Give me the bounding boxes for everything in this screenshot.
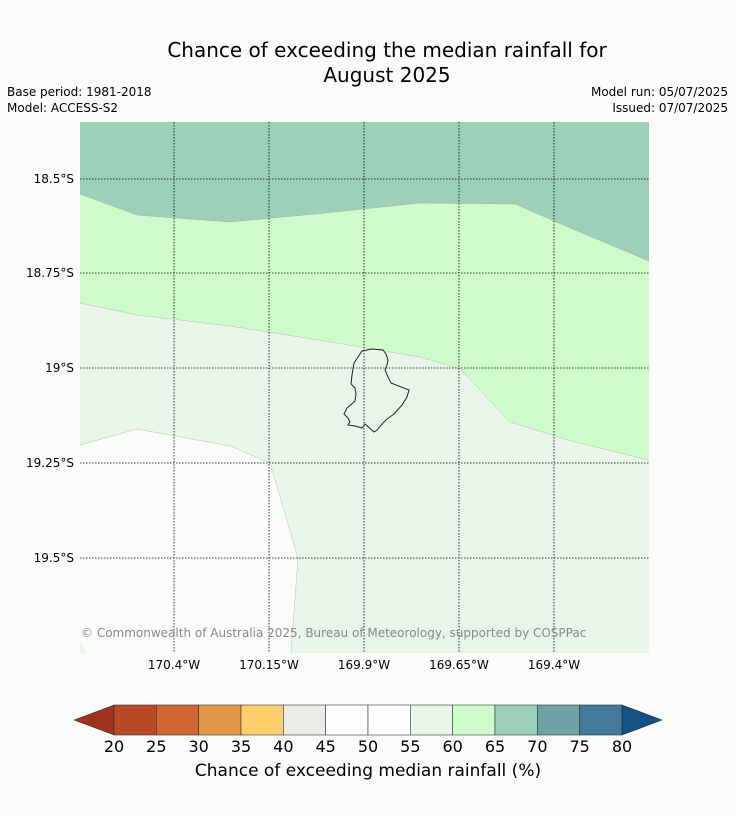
- lon-label: 170.15°W: [239, 658, 299, 672]
- colorbar-tick-label: 60: [442, 737, 463, 756]
- colorbar-swatch: [113, 704, 157, 736]
- colorbar-tick-label: 65: [484, 737, 506, 756]
- colorbar-swatch: [494, 704, 538, 736]
- colorbar-tick-label: 80: [611, 737, 633, 756]
- colorbar-tick-label: 55: [400, 737, 421, 756]
- colorbar-swatch: [367, 704, 411, 736]
- colorbar-swatch: [198, 704, 242, 736]
- map-title: Chance of exceeding the median rainfall …: [0, 38, 736, 88]
- lon-label: 170.4°W: [147, 658, 201, 672]
- lon-label: 169.65°W: [429, 658, 489, 672]
- colorbar-tick-label: 35: [230, 737, 252, 756]
- island-outline: [343, 348, 410, 433]
- colorbar-tick-label: 20: [103, 737, 125, 756]
- colorbar-swatch: [240, 704, 284, 736]
- region-50: [80, 429, 298, 653]
- colorbar-tick-label: 40: [273, 737, 294, 756]
- model-name: Model: ACCESS-S2: [7, 101, 119, 115]
- lon-label: 169.4°W: [527, 658, 581, 672]
- colorbar-tick-label: 25: [146, 737, 167, 756]
- title-line-2: August 2025: [323, 63, 451, 87]
- colorbar-tick-label: 30: [188, 737, 209, 756]
- colorbar-arrow-right: [621, 704, 663, 736]
- meta-right: Model run: 05/07/2025 Issued: 07/07/2025: [591, 84, 728, 116]
- colorbar-swatch: [537, 704, 580, 736]
- colorbar-tick-label: 70: [527, 737, 548, 756]
- colorbar-arrow-left: [73, 704, 115, 736]
- colorbar: [72, 704, 664, 736]
- title-line-1: Chance of exceeding the median rainfall …: [167, 38, 607, 62]
- lon-label: 169.9°W: [337, 658, 391, 672]
- graticule: [80, 122, 649, 653]
- colorbar-swatch: [579, 704, 623, 736]
- colorbar-svg: [73, 704, 663, 736]
- meta-left: Base period: 1981-2018 Model: ACCESS-S2: [7, 84, 152, 116]
- copyright-notice: © Commonwealth of Australia 2025, Bureau…: [81, 626, 587, 640]
- colorbar-swatch: [156, 704, 199, 736]
- model-run: Model run: 05/07/2025: [590, 85, 728, 99]
- lat-label: 19.5°S: [33, 551, 74, 565]
- lat-label: 18.75°S: [26, 266, 74, 280]
- issued-date: Issued: 07/07/2025: [612, 101, 728, 115]
- colorbar-swatch: [325, 704, 369, 736]
- colorbar-tick-label: 75: [569, 737, 590, 756]
- lat-label: 19°S: [45, 361, 74, 375]
- map-svg: [80, 122, 649, 653]
- colorbar-tick-label: 45: [315, 737, 336, 756]
- colorbar-tick-label: 50: [357, 737, 379, 756]
- lat-label: 19.25°S: [26, 456, 74, 470]
- colorbar-label: Chance of exceeding median rainfall (%): [194, 761, 542, 781]
- lat-label: 18.5°S: [33, 172, 74, 186]
- colorbar-swatch: [452, 704, 496, 736]
- base-period: Base period: 1981-2018: [7, 85, 152, 99]
- colorbar-swatch: [283, 704, 326, 736]
- map-area: [80, 122, 649, 653]
- colorbar-swatch: [410, 704, 453, 736]
